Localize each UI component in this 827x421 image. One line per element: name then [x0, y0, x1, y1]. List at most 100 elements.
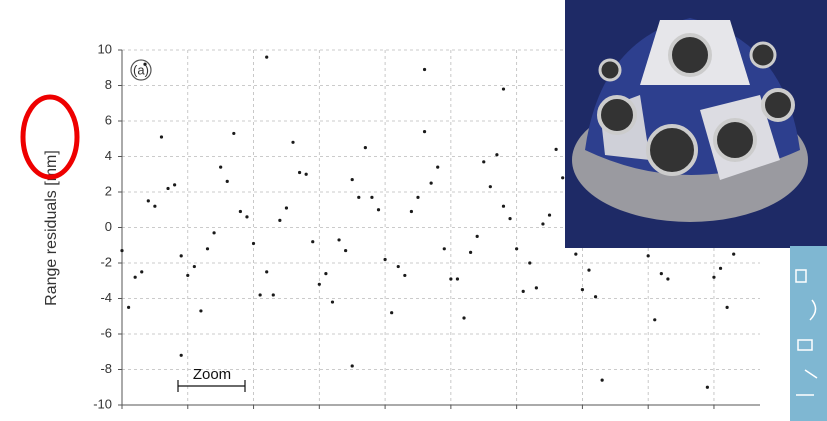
- point: [265, 270, 269, 274]
- point: [271, 293, 275, 297]
- y-tick-label: 4: [105, 148, 112, 163]
- reflector: [713, 118, 757, 162]
- point: [436, 165, 440, 169]
- reflector: [668, 33, 712, 77]
- plot: Range residuals [mm] (a) -10 -8 -6 -4 -2 0 2 4 6…: [43, 41, 760, 411]
- point: [587, 268, 591, 272]
- y-tick-label: -8: [100, 361, 112, 376]
- point: [143, 62, 147, 66]
- point: [521, 289, 525, 293]
- point: [442, 247, 446, 251]
- point: [390, 311, 394, 315]
- point: [547, 213, 552, 217]
- y-tick-label: 6: [105, 112, 112, 127]
- point: [284, 206, 289, 210]
- point: [574, 252, 578, 256]
- point: [449, 277, 453, 281]
- point: [403, 273, 407, 278]
- point: [337, 238, 341, 242]
- satellite-photo: [565, 0, 827, 248]
- point: [205, 247, 210, 251]
- point: [245, 215, 249, 219]
- point: [173, 183, 177, 187]
- point: [705, 385, 709, 389]
- point: [416, 195, 420, 199]
- point: [383, 257, 387, 262]
- y-tick-label: -2: [100, 254, 112, 269]
- point: [225, 179, 229, 183]
- point: [350, 177, 354, 182]
- reflector: [598, 58, 622, 82]
- highlight-ellipse: [20, 94, 80, 180]
- point: [146, 199, 150, 203]
- zoom-indicator: Zoom: [177, 366, 246, 392]
- point: [199, 309, 203, 313]
- point: [251, 241, 256, 246]
- point: [278, 218, 282, 222]
- point: [297, 170, 302, 175]
- point: [126, 305, 131, 309]
- point: [561, 176, 565, 180]
- point: [238, 209, 242, 214]
- point: [475, 234, 479, 238]
- y-tick-label: 10: [98, 41, 112, 56]
- reflector: [749, 41, 777, 69]
- point: [120, 248, 124, 253]
- point: [179, 353, 183, 357]
- point: [593, 295, 598, 299]
- point: [370, 195, 374, 199]
- point: [357, 195, 361, 199]
- point: [455, 277, 460, 281]
- label-circle: [130, 59, 152, 81]
- y-tick-label: 2: [105, 183, 112, 198]
- y-tick-label: -6: [100, 325, 112, 340]
- side-image: [790, 246, 827, 421]
- point: [468, 250, 473, 254]
- point: [541, 222, 545, 226]
- point: [311, 240, 315, 244]
- point: [363, 146, 367, 150]
- point: [495, 153, 499, 157]
- reflector: [761, 88, 795, 122]
- point: [515, 247, 519, 251]
- point: [219, 165, 223, 169]
- point: [133, 275, 137, 279]
- point: [324, 272, 328, 276]
- point: [501, 87, 506, 91]
- point: [659, 272, 663, 276]
- point: [646, 254, 650, 258]
- point: [186, 273, 190, 278]
- point: [422, 130, 427, 134]
- point: [304, 172, 308, 176]
- side-image-sketch: [795, 269, 818, 396]
- y-tick-label: 8: [105, 77, 112, 92]
- point: [666, 277, 670, 281]
- point: [344, 248, 348, 253]
- point: [422, 67, 427, 72]
- point: [653, 318, 657, 322]
- point: [725, 305, 729, 309]
- point: [482, 160, 486, 164]
- point: [488, 185, 492, 189]
- panel-label: (a): [133, 62, 149, 77]
- point: [554, 147, 558, 151]
- point: [291, 140, 295, 144]
- zoom-label: Zoom: [193, 366, 231, 383]
- reflector: [597, 95, 637, 135]
- point: [232, 131, 236, 136]
- point: [140, 270, 144, 274]
- y-axis-label: Range residuals [mm]: [43, 150, 60, 306]
- point: [179, 254, 183, 258]
- point: [409, 209, 414, 214]
- point: [718, 266, 723, 270]
- reflector: [646, 124, 698, 176]
- point: [192, 264, 196, 269]
- point: [462, 316, 466, 320]
- point: [258, 293, 262, 297]
- point: [350, 364, 354, 368]
- point: [330, 300, 335, 304]
- point: [528, 261, 532, 265]
- point: [429, 181, 433, 185]
- y-tick-label: -4: [100, 290, 112, 305]
